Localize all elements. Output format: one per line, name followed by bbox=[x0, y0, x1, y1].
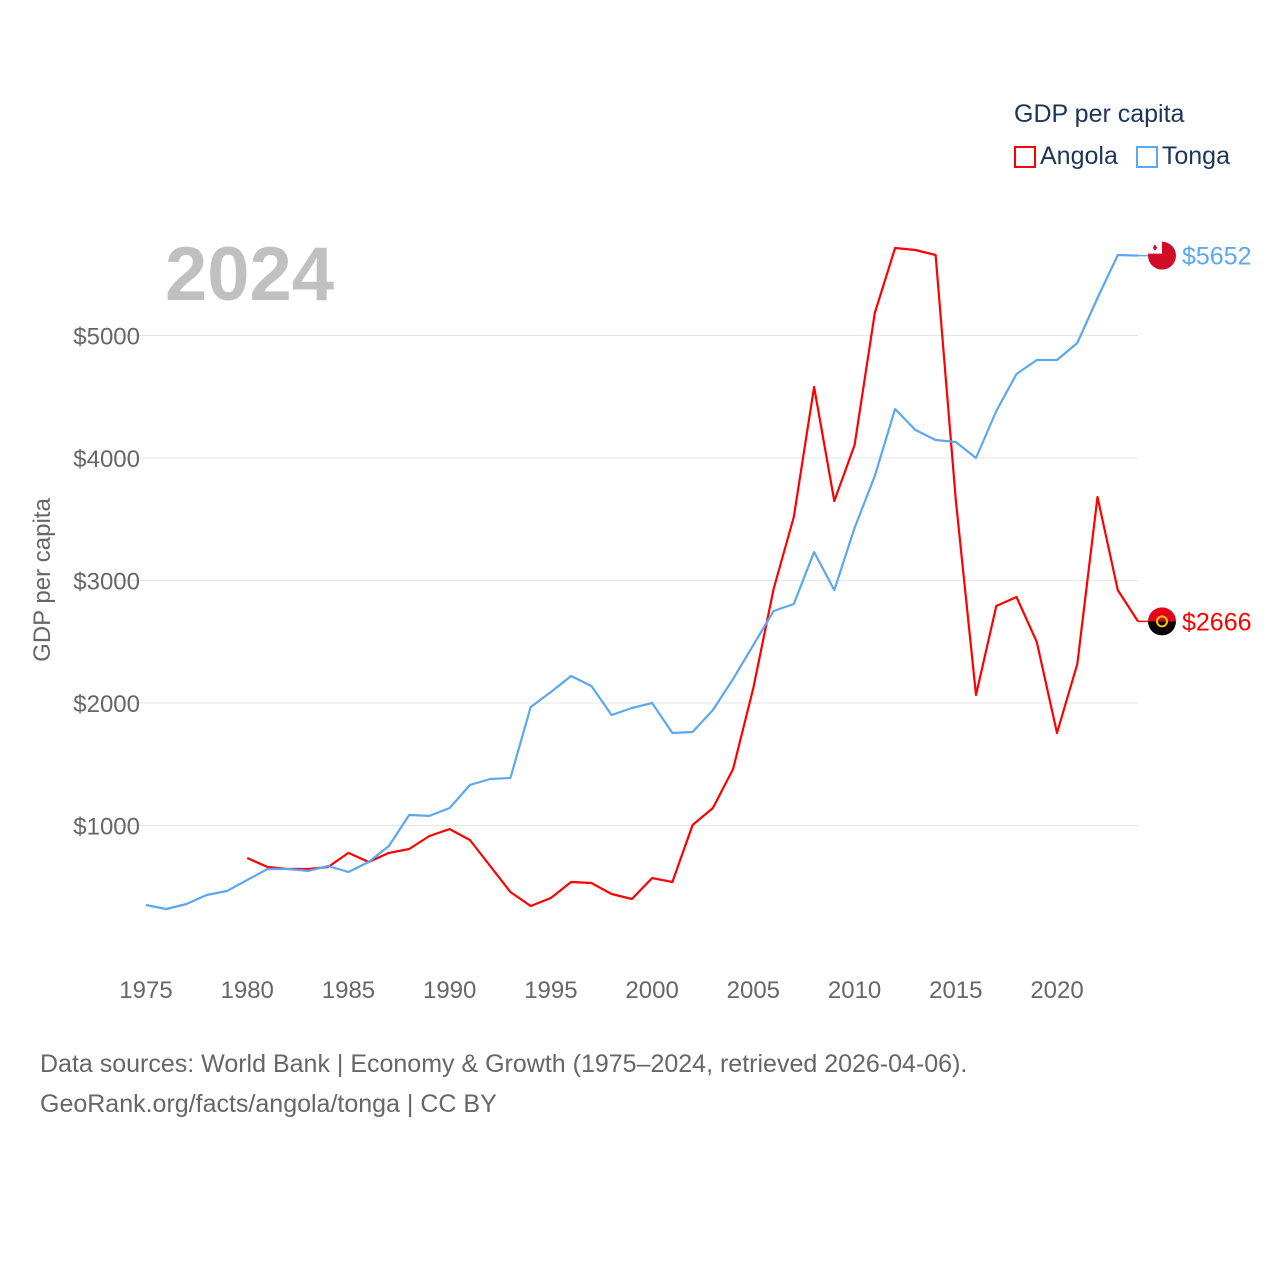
legend-item-angola[interactable]: Angola bbox=[1014, 142, 1118, 171]
x-tick-label: 2015 bbox=[929, 977, 982, 1004]
angola-flag-icon bbox=[1148, 607, 1176, 636]
y-tick-label: $2000 bbox=[73, 691, 140, 718]
tonga-flag-icon bbox=[1148, 241, 1176, 270]
flag-cross bbox=[1154, 245, 1156, 251]
legend-label: Tonga bbox=[1161, 142, 1230, 170]
y-tick-label: $4000 bbox=[73, 446, 140, 473]
y-tick-label: $5000 bbox=[73, 324, 140, 351]
series-line-angola bbox=[246, 246, 1139, 908]
y-tick-label: $3000 bbox=[73, 569, 140, 596]
source-line: Data sources: World Bank | Economy & Gro… bbox=[40, 1050, 968, 1078]
y-tick-label: $1000 bbox=[73, 814, 140, 841]
x-tick-label: 2005 bbox=[727, 977, 780, 1004]
legend: Angola Tonga bbox=[1014, 142, 1230, 171]
x-tick-label: 1985 bbox=[322, 977, 375, 1004]
x-tick-label: 2000 bbox=[625, 977, 678, 1004]
x-tick-label: 2020 bbox=[1030, 977, 1083, 1004]
y-axis-label: GDP per capita bbox=[29, 498, 56, 662]
flag-body bbox=[1148, 241, 1176, 270]
x-tick-label: 1995 bbox=[524, 977, 577, 1004]
x-tick-label: 1980 bbox=[221, 977, 274, 1004]
end-value-label: $2666 bbox=[1182, 608, 1252, 636]
flag-bottom bbox=[1148, 621, 1176, 636]
legend-swatch-angola bbox=[1014, 145, 1036, 168]
x-tick-label: 2010 bbox=[828, 977, 881, 1004]
year-label: 2024 bbox=[165, 232, 334, 317]
x-tick-label: 1990 bbox=[423, 977, 476, 1004]
legend-label: Angola bbox=[1040, 142, 1118, 170]
flag-body bbox=[1148, 607, 1176, 636]
legend-swatch-tonga bbox=[1135, 145, 1158, 168]
series-line-tonga bbox=[145, 253, 1139, 911]
legend-item-tonga[interactable]: Tonga bbox=[1135, 142, 1230, 171]
legend-title: GDP per capita bbox=[1014, 100, 1185, 128]
data-source: Data sources: World Bank | Economy & Gro… bbox=[40, 1044, 967, 1124]
flag-emblem bbox=[1156, 615, 1168, 628]
end-value-label: $5652 bbox=[1182, 243, 1252, 271]
x-tick-label: 1975 bbox=[119, 977, 172, 1004]
flag-top bbox=[1148, 607, 1176, 622]
grid-lines bbox=[115, 335, 1138, 826]
source-link[interactable]: GeoRank.org/facts/angola/tonga | CC BY bbox=[40, 1090, 497, 1118]
